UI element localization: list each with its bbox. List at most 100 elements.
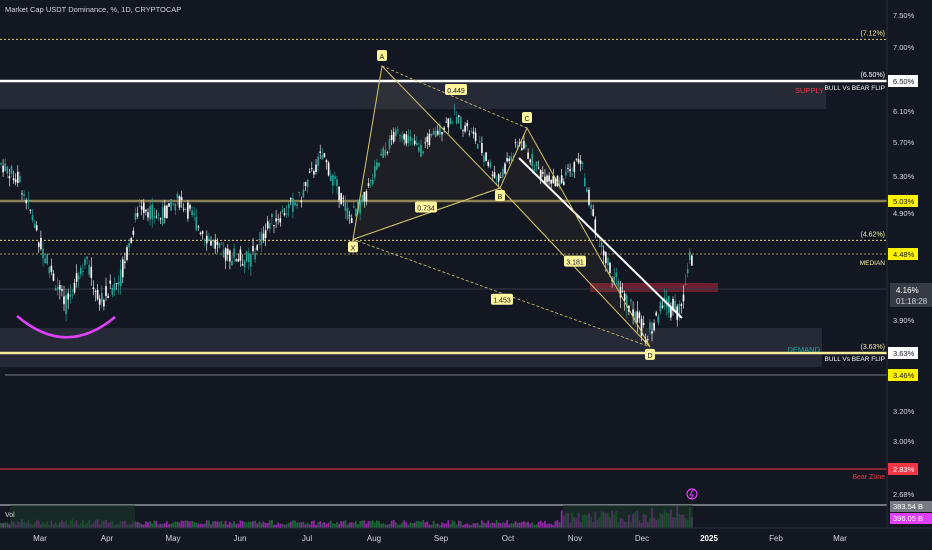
candle-body — [69, 294, 72, 297]
candle-body — [686, 269, 689, 274]
candle-body — [332, 175, 334, 186]
volume-bar — [327, 522, 330, 528]
candle-body — [680, 304, 683, 306]
volume-bar — [287, 522, 290, 528]
candle-body — [248, 254, 250, 262]
candle-body — [319, 151, 321, 153]
candle-body — [638, 312, 641, 319]
volume-bar — [508, 524, 511, 528]
candle-body — [82, 271, 84, 272]
median-zone — [590, 283, 718, 292]
price-badge-label: 4.48% — [893, 250, 915, 259]
volume-bar — [466, 523, 469, 528]
candle-body — [397, 129, 399, 131]
x-axis-ticks: Mar Apr May Jun Jul Aug Sep Oct Nov Dec 2025 Feb Mar — [33, 534, 847, 543]
volume-bar — [220, 521, 223, 528]
candle-body — [369, 180, 372, 182]
candle-body — [418, 147, 420, 152]
candle-body — [378, 162, 380, 167]
candle-body — [447, 118, 450, 128]
volume-bar — [439, 524, 441, 528]
candle-body — [124, 261, 126, 264]
candle-body — [615, 272, 618, 277]
candle-body — [537, 167, 540, 169]
volume-bar — [275, 524, 277, 528]
candle-body — [191, 210, 193, 216]
candle-body — [516, 144, 519, 150]
candle-body — [285, 213, 288, 215]
x-tick-label: May — [165, 534, 180, 543]
candle-body — [35, 225, 38, 231]
candle-body — [283, 213, 286, 216]
candle-body — [113, 283, 116, 292]
candle-body — [346, 207, 349, 219]
candle-body — [65, 294, 67, 315]
candle-body — [659, 301, 662, 312]
candle-body — [75, 273, 78, 282]
candle-body — [602, 250, 605, 256]
volume-layer — [0, 505, 693, 528]
candle-body — [485, 152, 487, 162]
candle-body — [260, 232, 263, 246]
candle-body — [363, 191, 366, 201]
price-badge — [888, 75, 918, 87]
candle-body — [607, 258, 609, 265]
price-badge-label: 3.63% — [893, 349, 915, 358]
candle-body — [663, 297, 666, 302]
candle-body — [481, 143, 483, 154]
candle-body — [222, 250, 225, 258]
candle-body — [140, 206, 143, 210]
y-tick-label: 6.10% — [893, 107, 915, 116]
candle-body — [462, 130, 464, 132]
volume-bar — [319, 521, 322, 528]
volume-bar — [208, 520, 210, 528]
candle-body — [59, 284, 61, 290]
candle-body — [670, 307, 672, 318]
x-tick-label: Feb — [769, 534, 783, 543]
lightning-glyph — [689, 489, 694, 500]
volume-bar — [317, 522, 319, 528]
candle-body — [619, 287, 622, 298]
pattern-ratio-line — [381, 65, 528, 129]
candle-body — [233, 248, 235, 258]
volume-bar — [161, 523, 164, 528]
candle-body — [132, 230, 135, 235]
candle-body — [12, 178, 15, 181]
volume-bar — [493, 523, 496, 528]
volume-bar — [310, 521, 313, 528]
candle-body — [216, 241, 219, 245]
volume-bar — [218, 521, 221, 528]
candle-body — [605, 252, 607, 264]
volume-bar — [394, 522, 397, 528]
volume-bar — [231, 523, 233, 528]
volume-bar — [170, 523, 172, 528]
candle-body — [344, 201, 347, 211]
candle-body — [107, 295, 109, 298]
x-tick-label: Sep — [434, 534, 449, 543]
candle-body — [338, 186, 340, 201]
candle-body — [569, 169, 571, 172]
price-badge — [888, 248, 918, 260]
candle-body — [672, 298, 674, 311]
candle-body — [300, 200, 303, 203]
volume-bar — [539, 520, 542, 528]
volume-bar — [403, 520, 406, 528]
candle-body — [439, 124, 441, 135]
y-tick-label: 7.00% — [893, 43, 915, 52]
candle-body — [252, 246, 254, 252]
candle-body — [567, 168, 569, 169]
candle-body — [453, 108, 456, 110]
candle-body — [460, 117, 462, 129]
volume-bar — [325, 523, 328, 528]
candle-body — [554, 178, 557, 187]
lightning-event-icon[interactable] — [686, 488, 698, 500]
candle-body — [651, 331, 653, 334]
pattern-point-label: X — [351, 245, 356, 252]
candle-body — [155, 216, 158, 218]
candle-body — [327, 162, 330, 176]
candle-body — [14, 179, 17, 183]
candle-body — [308, 171, 311, 173]
candle-body — [504, 163, 506, 174]
candle-body — [617, 281, 620, 287]
